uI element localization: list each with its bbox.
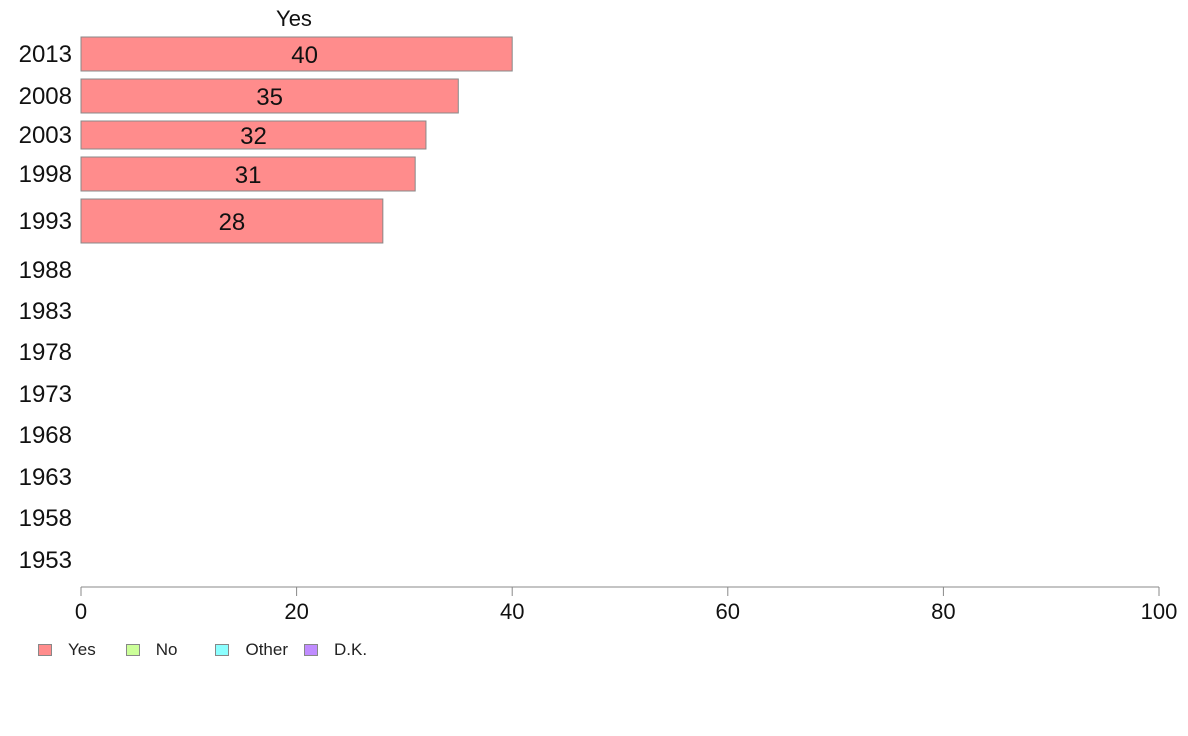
legend-item-dk: D.K. bbox=[304, 640, 367, 660]
bar-value-label: 40 bbox=[291, 42, 318, 69]
y-tick-label: 1988 bbox=[19, 257, 72, 284]
y-axis-labels: 2013 2008 2003 1998 1993 1988 1983 1978 1973 1968… bbox=[19, 41, 72, 574]
legend-swatch bbox=[215, 644, 230, 656]
y-tick-label: 1953 bbox=[19, 547, 72, 574]
legend-swatch bbox=[125, 644, 140, 656]
bar-yes-1998 bbox=[80, 156, 416, 192]
chart-title: Yes bbox=[276, 6, 312, 31]
legend-item-no: No bbox=[125, 640, 178, 660]
legend-label: No bbox=[155, 640, 178, 659]
bar-yes-2013 bbox=[80, 36, 513, 72]
x-tick-label: 40 bbox=[500, 599, 524, 624]
bar-yes-2008 bbox=[80, 78, 459, 114]
bar-value-label: 32 bbox=[240, 123, 267, 150]
bar-value-label: 31 bbox=[235, 162, 262, 189]
x-tick-label: 80 bbox=[931, 599, 955, 624]
bar-value-label: 35 bbox=[256, 84, 283, 111]
y-tick-label: 1998 bbox=[19, 161, 72, 188]
x-tick-label: 20 bbox=[284, 599, 308, 624]
x-tick-label: 100 bbox=[1141, 599, 1178, 624]
bar-yes-1993 bbox=[80, 198, 384, 244]
y-tick-label: 1963 bbox=[19, 464, 72, 491]
bars-group: 40 35 32 31 28 bbox=[80, 36, 513, 244]
legend-label: D.K. bbox=[334, 640, 368, 659]
legend-swatch bbox=[304, 644, 318, 656]
y-tick-label: 1973 bbox=[19, 381, 72, 408]
y-tick-label: 1993 bbox=[19, 208, 72, 235]
legend-item-yes: Yes bbox=[38, 640, 96, 660]
legend-label: Other bbox=[245, 640, 288, 659]
legend-item-other: Other bbox=[215, 640, 288, 660]
y-tick-label: 2013 bbox=[19, 41, 72, 68]
legend-label: Yes bbox=[68, 640, 96, 659]
y-tick-label: 1983 bbox=[19, 298, 72, 325]
x-axis: 0 20 40 60 80 100 bbox=[75, 586, 1178, 624]
legend-swatch bbox=[38, 644, 52, 656]
bar-yes-2003 bbox=[80, 120, 427, 150]
y-tick-label: 2008 bbox=[19, 83, 72, 110]
bar-value-label: 28 bbox=[219, 209, 246, 236]
legend: Yes No Other D.K. bbox=[38, 640, 367, 660]
y-tick-label: 1978 bbox=[19, 339, 72, 366]
y-tick-label: 2003 bbox=[19, 122, 72, 149]
x-tick-label: 60 bbox=[716, 599, 740, 624]
y-tick-label: 1958 bbox=[19, 505, 72, 532]
x-tick-label: 0 bbox=[75, 599, 87, 624]
y-tick-label: 1968 bbox=[19, 422, 72, 449]
